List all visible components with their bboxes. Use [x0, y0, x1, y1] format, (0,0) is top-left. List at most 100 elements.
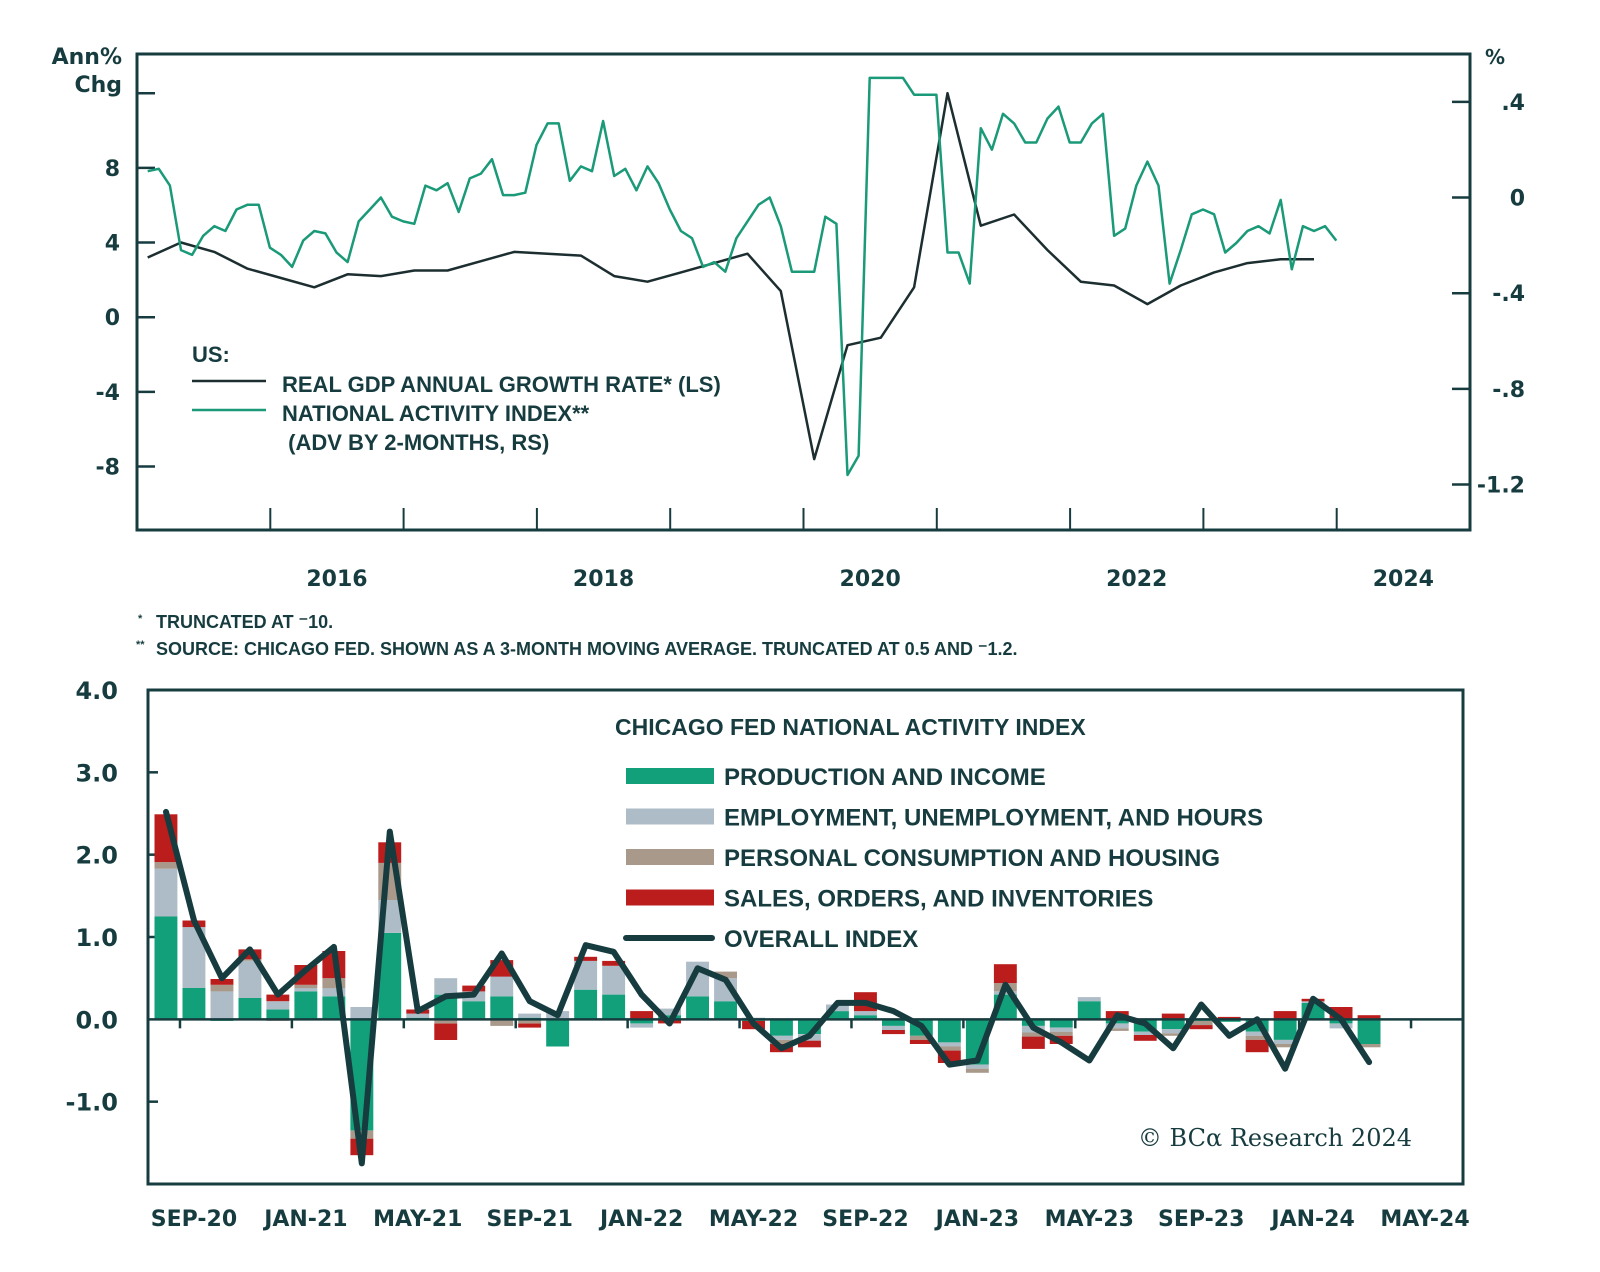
y-axis-tick-label: -1.0: [66, 1089, 118, 1117]
bar-segment: [266, 1001, 290, 1010]
bottom-y-axis-ticks: 4.0 3.0 2.0 1.0 0.0 -1.0: [66, 677, 158, 1117]
bar-segment: [630, 1023, 654, 1028]
bar-segment: [1189, 1021, 1213, 1026]
bar-segment: [378, 932, 402, 1020]
left-axis-title-line1: Ann%: [52, 45, 122, 70]
footnote-1-mark: *: [138, 613, 143, 625]
bar-segment: [1245, 1035, 1269, 1040]
left-axis-ticks: 8 4 0 -4 -8: [96, 91, 155, 481]
legend-label: OVERALL INDEX: [724, 926, 918, 953]
bar-segment: [686, 996, 709, 1020]
legend-label: EMPLOYMENT, UNEMPLOYMENT, AND HOURS: [724, 805, 1263, 832]
right-axis-title: %: [1485, 45, 1505, 69]
left-axis-tick-label: 4: [105, 232, 120, 257]
legend-label-cfnai-sub: (ADV BY 2-MONTHS, RS): [282, 430, 549, 455]
legend-label: SALES, ORDERS, AND INVENTORIES: [724, 886, 1153, 913]
bar-segment: [266, 994, 290, 1002]
bar-segment: [1161, 1033, 1185, 1036]
x-axis-tick-label: SEP-23: [1158, 1207, 1244, 1232]
bar-segment: [1245, 1031, 1269, 1036]
bar-segment: [1273, 1019, 1297, 1040]
top-legend: US: REAL GDP ANNUAL GROWTH RATE* (LS) NA…: [192, 342, 721, 455]
bar-segment: [909, 1039, 933, 1044]
bar-segment: [238, 997, 262, 1020]
legend-swatch: [626, 808, 714, 825]
x-axis-tick-label: MAY-24: [1380, 1207, 1469, 1232]
x-axis-tick-label: SEP-20: [151, 1207, 237, 1232]
bar-segment: [266, 1009, 290, 1020]
bar-segment: [518, 1013, 542, 1018]
left-axis-tick-label: -8: [96, 456, 120, 481]
bar-segment: [574, 960, 598, 990]
left-axis-tick-label: -4: [96, 381, 120, 406]
bar-segment: [826, 1011, 849, 1020]
x-axis-tick-label: MAY-22: [709, 1207, 798, 1232]
y-axis-tick-label: 4.0: [75, 677, 118, 705]
bar-segment: [182, 927, 206, 988]
bar-segment: [854, 1011, 877, 1016]
bar-segment: [882, 1030, 905, 1035]
footnote-1: TRUNCATED AT ⁻10.: [156, 612, 333, 632]
bar-segment: [602, 994, 626, 1020]
bar-segment: [322, 988, 346, 997]
x-axis-tick-label: SEP-21: [487, 1207, 573, 1232]
bar-segment: [238, 960, 262, 998]
y-axis-tick-label: 2.0: [75, 842, 118, 870]
bar-segment: [1245, 1039, 1269, 1053]
x-axis-tick-label: JAN-24: [1269, 1207, 1354, 1232]
bar-segment: [1273, 1011, 1297, 1020]
overall-index-line: [163, 808, 1373, 1167]
bar-segment: [1077, 1001, 1101, 1020]
bar-segment: [490, 976, 514, 997]
bar-segment: [882, 1025, 905, 1030]
y-axis-tick-label: 0.0: [75, 1006, 118, 1034]
y-axis-tick-label: 3.0: [75, 759, 118, 787]
bar-segment: [1105, 1023, 1129, 1029]
national-activity-index-line: [147, 76, 1338, 477]
x-axis-tick-label: 2022: [1106, 567, 1167, 592]
bar-segment: [154, 916, 178, 1020]
bar-segment: [574, 956, 598, 961]
bar-segment: [882, 1019, 905, 1026]
bar-segment: [630, 1011, 654, 1020]
bar-segment: [490, 996, 514, 1020]
bar-segment: [1273, 1039, 1297, 1044]
legend-heading: US:: [192, 342, 230, 367]
legend-label: PERSONAL CONSUMPTION AND HOUSING: [724, 845, 1220, 872]
bar-segment: [210, 984, 234, 992]
bar-segment: [574, 989, 598, 1020]
bar-segment: [490, 1019, 514, 1026]
bar-segment: [826, 1004, 849, 1012]
bar-segment: [294, 988, 318, 992]
right-axis-ticks: .4 0 -.4 -.8 -1.2: [1452, 91, 1525, 499]
right-axis-tick-label: .4: [1501, 91, 1525, 116]
x-axis-tick-label: JAN-22: [598, 1207, 683, 1232]
bar-segment: [1077, 997, 1101, 1002]
left-axis-tick-label: 0: [105, 306, 120, 331]
x-axis-tick-label: JAN-23: [934, 1207, 1019, 1232]
bar-segment: [1357, 1019, 1381, 1044]
bottom-legend: CHICAGO FED NATIONAL ACTIVITY INDEX PROD…: [615, 714, 1263, 953]
bar-segment: [937, 1019, 961, 1043]
legend-label-cfnai: NATIONAL ACTIVITY INDEX**: [282, 401, 590, 426]
bar-segment: [770, 1035, 793, 1040]
bar-segment: [1357, 1015, 1381, 1020]
bar-segment: [322, 978, 346, 989]
footnotes: * TRUNCATED AT ⁻10. ** SOURCE: CHICAGO F…: [136, 612, 1018, 659]
bar-segment: [406, 1013, 430, 1018]
bar-segment: [993, 964, 1017, 984]
right-axis-tick-label: 0: [1510, 187, 1525, 212]
bar-segment: [238, 959, 262, 961]
x-axis-tick-label: 2020: [840, 567, 901, 592]
top-series-group: [147, 76, 1338, 477]
bar-segment: [462, 985, 486, 992]
legend-swatch: [626, 889, 714, 906]
bar-segment: [210, 991, 234, 1020]
bottom-plot-frame: [146, 688, 1465, 1186]
bar-segment: [294, 984, 318, 989]
bar-segment: [182, 988, 206, 1020]
x-axis-tick-label: 2018: [573, 567, 634, 592]
x-axis-tick-label: JAN-21: [262, 1207, 347, 1232]
bar-segment: [937, 1042, 961, 1047]
